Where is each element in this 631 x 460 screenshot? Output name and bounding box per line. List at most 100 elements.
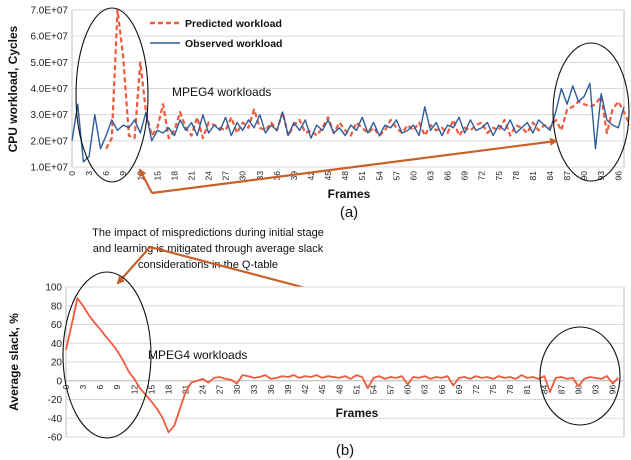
chart-a-xtick-label: 36 [272,171,282,181]
chart-a-ellipse-left [75,7,149,183]
chart-a-ytick-label: 1.0E+07 [30,163,68,174]
chart-a-xtick-label: 81 [528,171,538,181]
chart-a-ytick-label: 3.0E+07 [30,110,68,121]
chart-b-xtick-label: 57 [386,384,396,394]
chart-b-xtick-label: 39 [283,384,293,394]
chart-b-xtick-label: 93 [591,384,601,394]
chart-a-ytick-label: 4.0E+07 [30,84,68,95]
mitigation-note-line3: considerations in the Q-table [138,259,278,271]
chart-b-ytick-label: 40 [51,339,63,350]
chart-b-xtick-label: 87 [556,384,566,394]
chart-a-xtick-label: 69 [460,171,470,181]
chart-b-xtick-label: 33 [249,384,259,394]
chart-b-xlabel: Frames [336,406,379,420]
chart-a-series-0-line [105,8,631,150]
chart-a-xtick-label: 6 [101,171,111,176]
chart-b-ytick-label: 0 [56,376,62,387]
chart-b-xtick-label: 66 [437,384,447,394]
mitigation-note-line2: and learning is mitigated through averag… [93,243,324,255]
chart-a-xtick-label: 63 [426,171,436,181]
chart-b-xtick-label: 90 [573,384,583,394]
chart-a-ytick-label: 2.0E+07 [30,136,68,147]
mitigation-note: The impact of mispredictions during init… [92,227,324,271]
chart-b-xtick-label: 30 [232,384,242,394]
chart-b-ytick-label: 100 [45,283,62,294]
chart-b-xtick-label: 9 [112,384,122,389]
chart-a-series-1-line [71,82,625,163]
chart-a-xtick-label: 3 [84,171,94,176]
chart-a-xtick-label: 57 [391,171,401,181]
chart-b-xtick-label: 51 [351,384,361,394]
chart-b-xtick-label: 54 [368,384,378,394]
chart-b-xtick-label: 60 [403,384,413,394]
chart-b-ytick-label: 60 [51,320,63,331]
chart-b-panel-label: (b) [336,442,354,459]
chart-b-ytick-label: 80 [51,301,63,312]
chart-a-x-ticks: 0 3 6 9 12 15 18 21 24 27 30 33 36 39 42 45 48 51 54 57 60 63… [67,171,623,181]
chart-a-xtick-label: 87 [562,171,572,181]
chart-a-y-ticks: 1.0E+07 2.0E+07 3.0E+07 4.0E+07 5.0E+07 6.0E+… [30,6,68,174]
chart-b-xtick-label: 42 [300,384,310,394]
chart-a-ylabel: CPU workload, Cycles [6,25,20,152]
chart-b-xtick-label: 24 [198,384,208,394]
chart-b-xtick-label: 81 [522,384,532,394]
chart-b-ytick-label: -40 [48,414,63,425]
chart-a-xtick-label: 15 [152,171,162,181]
chart-b-xtick-label: 21 [181,384,191,394]
chart-a-xlabel: Frames [328,187,371,201]
chart-a-ytick-label: 5.0E+07 [30,58,68,69]
chart-b-x-ticks: 0 3 6 9 12 15 18 21 24 27 30 33 36 39 42 45 48 51 54 57 60 63… [61,384,618,394]
chart-a: 1.0E+07 2.0E+07 3.0E+07 4.0E+07 5.0E+07 6.0E+… [6,6,631,221]
chart-a-xtick-label: 9 [118,171,128,176]
chart-b-ytick-label: -60 [48,433,63,444]
chart-b-xtick-label: 27 [215,384,225,394]
chart-a-legend: Predicted workload Observed workload [150,18,282,50]
chart-b-xtick-label: 36 [266,384,276,394]
legend-observed-label: Observed workload [185,38,282,50]
chart-a-xtick-label: 72 [477,171,487,181]
chart-b-series-0-line [65,297,619,434]
chart-a-xtick-label: 84 [545,171,555,181]
chart-a-xtick-label: 21 [187,171,197,181]
chart-a-xtick-label: 90 [579,171,589,181]
chart-b-grid [66,286,624,438]
chart-a-xtick-label: 54 [374,171,384,181]
chart-a-xtick-label: 75 [494,171,504,181]
chart-a-ytick-label: 6.0E+07 [30,32,68,43]
chart-a-xtick-label: 42 [306,171,316,181]
chart-b-xtick-label: 12 [129,384,139,394]
chart-b-series [65,297,619,434]
chart-b-ellipse-right [539,326,621,426]
chart-b-annotation: MPEG4 workloads [148,348,247,362]
chart-b-ytick-label: 20 [51,358,63,369]
chart-a-xtick-label: 45 [323,171,333,181]
chart-b-xtick-label: 3 [78,384,88,389]
chart-b-xtick-label: 69 [454,384,464,394]
chart-b-xtick-label: 15 [146,384,156,394]
chart-a-xtick-label: 78 [511,171,521,181]
chart-a-grid [72,9,624,168]
chart-b-ytick-label: -20 [48,395,63,406]
mitigation-note-line1: The impact of mispredictions during init… [92,227,324,239]
chart-b-xtick-label: 84 [539,384,549,394]
chart-b-y-ticks: -60 -40 -20 0 20 40 60 80 100 [45,283,62,444]
chart-b-ellipse-left [62,271,152,439]
arrow-to-a-right [151,137,558,195]
chart-a-xtick-label: 66 [443,171,453,181]
chart-b-xtick-label: 75 [488,384,498,394]
chart-a-xtick-label: 51 [357,171,367,181]
chart-b-xtick-label: 78 [505,384,515,394]
chart-b-xtick-label: 96 [608,384,618,394]
chart-b-xtick-label: 45 [317,384,327,394]
legend-predicted-label: Predicted workload [185,18,282,30]
chart-a-annotation: MPEG4 workloads [172,85,271,99]
chart-a-xtick-label: 60 [408,171,418,181]
chart-a-ellipse-right [552,42,630,182]
chart-b-ylabel: Average slack, % [7,313,21,411]
chart-a-series [71,8,631,163]
arrow-to-a-left [139,168,153,194]
chart-a-xtick-label: 93 [596,171,606,181]
chart-a-xtick-label: 27 [221,171,231,181]
